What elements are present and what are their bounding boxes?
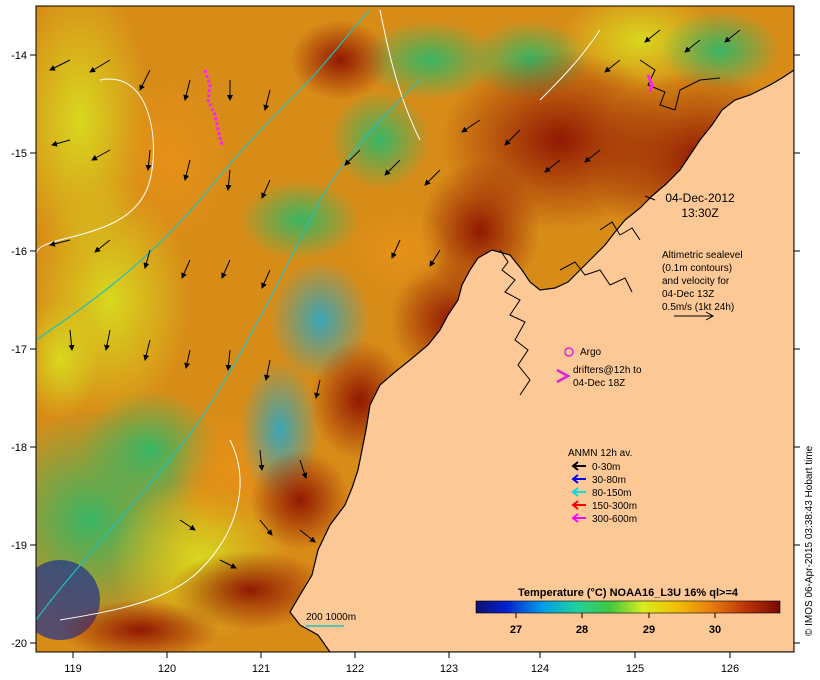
altimetry-line: Altimetric sealevel bbox=[662, 250, 743, 261]
timestamp-label: 04-Dec-2012 13:30Z bbox=[644, 191, 735, 220]
x-tick-label: 126 bbox=[721, 663, 739, 675]
argo-circle-icon bbox=[564, 347, 574, 357]
altimetry-line: and velocity for bbox=[662, 276, 730, 287]
colorbar-tick-label: 27 bbox=[510, 624, 522, 636]
y-tick-label: -19 bbox=[11, 540, 27, 552]
x-axis: 119 120 121 122 123 124 125 126 bbox=[64, 652, 739, 675]
colorbar-tick-label: 30 bbox=[709, 624, 721, 636]
colorbar-gradient bbox=[475, 600, 781, 614]
y-tick-19: -19 bbox=[11, 540, 800, 552]
time-text: 13:30Z bbox=[681, 206, 718, 220]
x-tick-123: 123 bbox=[440, 652, 458, 675]
anmn-item-label: 30-80m bbox=[592, 475, 626, 486]
x-tick-label: 119 bbox=[64, 663, 82, 675]
y-tick-20: -20 bbox=[11, 638, 800, 650]
y-tick-18: -18 bbox=[11, 442, 800, 454]
x-tick-124: 124 bbox=[531, 652, 549, 675]
colorbar-tick: 27 bbox=[510, 613, 522, 636]
depth-contour-legend: 200 1000m bbox=[306, 612, 356, 627]
anmn-item-label: 300-600m bbox=[592, 514, 637, 525]
altimetry-line: 04-Dec 13Z bbox=[662, 289, 714, 300]
x-tick-label: 121 bbox=[252, 663, 270, 675]
y-tick-label: -18 bbox=[11, 442, 27, 454]
anmn-item-label: 150-300m bbox=[592, 501, 637, 512]
x-tick-label: 124 bbox=[531, 663, 549, 675]
x-tick-label: 120 bbox=[158, 663, 176, 675]
altimetry-line: 0.5m/s (1kt 24h) bbox=[662, 302, 734, 313]
y-tick-label: -14 bbox=[11, 50, 27, 62]
depth-contour-label: 200 1000m bbox=[306, 612, 356, 623]
x-tick-label: 125 bbox=[626, 663, 644, 675]
altimetry-line: (0.1m contours) bbox=[662, 263, 732, 274]
colorbar-tick: 29 bbox=[643, 613, 655, 636]
drifter-legend: drifters@12h to 04-Dec 18Z bbox=[556, 365, 642, 389]
drifter-line: 04-Dec 18Z bbox=[573, 378, 625, 389]
x-tick-label: 123 bbox=[440, 663, 458, 675]
anmn-item: 150-300m bbox=[571, 500, 637, 512]
x-tick-122: 122 bbox=[346, 652, 364, 675]
colorbar-tick: 28 bbox=[576, 613, 588, 636]
velocity-arrows bbox=[49, 29, 741, 569]
anmn-item: 80-150m bbox=[571, 487, 631, 499]
x-tick-label: 122 bbox=[346, 663, 364, 675]
sst-field bbox=[36, 6, 794, 652]
y-tick-16: -16 bbox=[11, 246, 800, 258]
colorbar-tick-label: 28 bbox=[576, 624, 588, 636]
y-tick-label: -15 bbox=[11, 148, 27, 160]
anmn-item: 30-80m bbox=[571, 474, 626, 486]
x-tick-121: 121 bbox=[252, 652, 270, 675]
drifter-line: drifters@12h to bbox=[573, 365, 642, 376]
copyright-footer: © IMOS 06-Apr-2015 03:38:43 Hobart time bbox=[804, 445, 815, 636]
land-mass bbox=[289, 6, 794, 652]
y-tick-15: -15 bbox=[11, 148, 800, 160]
x-tick-120: 120 bbox=[158, 652, 176, 675]
y-tick-label: -16 bbox=[11, 246, 27, 258]
x-tick-125: 125 bbox=[626, 652, 644, 675]
x-tick-119: 119 bbox=[64, 652, 82, 675]
colorbar-tick-label: 29 bbox=[643, 624, 655, 636]
anmn-item: 0-30m bbox=[571, 461, 620, 473]
anmn-item-label: 0-30m bbox=[592, 462, 620, 473]
temperature-colorbar: Temperature (°C) NOAA16_L3U 16% ql>=4 27… bbox=[475, 587, 781, 636]
anmn-item-label: 80-150m bbox=[592, 488, 631, 499]
y-tick-17: -17 bbox=[11, 344, 800, 356]
colorbar-tick: 30 bbox=[709, 613, 721, 636]
anmn-legend: ANMN 12h av. 0-30m 30-80m 80-150m 150-30… bbox=[568, 448, 637, 525]
x-tick-126: 126 bbox=[721, 652, 739, 675]
date-text: 04-Dec-2012 bbox=[665, 191, 735, 205]
y-axis: -14 -15 -16 -17 -18 -19 -20 bbox=[11, 50, 800, 650]
anmn-item: 300-600m bbox=[571, 513, 637, 525]
drifter-chevron-icon bbox=[556, 368, 571, 384]
y-tick-label: -20 bbox=[11, 638, 27, 650]
altimetry-note: Altimetric sealevel (0.1m contours) and … bbox=[662, 250, 743, 321]
y-tick-label: -17 bbox=[11, 344, 27, 356]
argo-legend: Argo bbox=[564, 347, 602, 358]
argo-label: Argo bbox=[580, 347, 602, 358]
anmn-title: ANMN 12h av. bbox=[568, 448, 632, 459]
colorbar-title: Temperature (°C) NOAA16_L3U 16% ql>=4 bbox=[518, 587, 739, 599]
y-tick-14: -14 bbox=[11, 50, 800, 62]
